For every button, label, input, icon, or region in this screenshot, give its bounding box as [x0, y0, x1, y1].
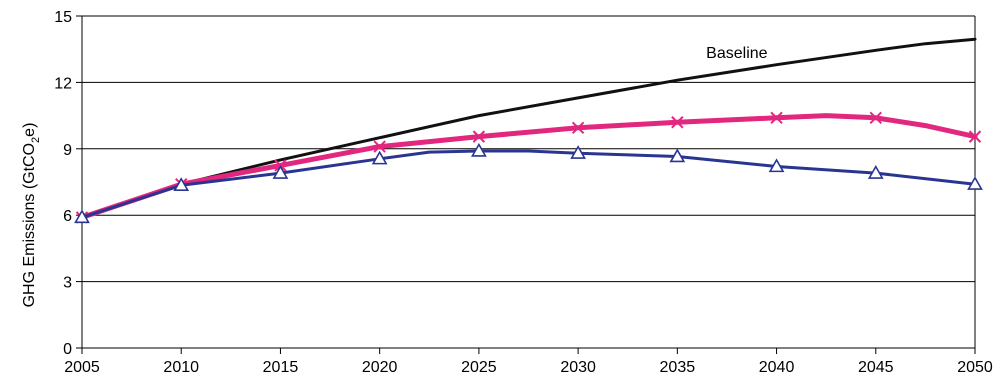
y-axis-title: GHG Emissions (GtCO2e): [21, 123, 42, 308]
x-tick-label: 2005: [64, 359, 100, 376]
y-axis-title-subscript: 2: [30, 137, 42, 143]
series-layer: [74, 37, 983, 224]
x-tick-label: 2010: [163, 359, 199, 376]
data-point-triangle-marker: [471, 142, 487, 157]
data-point-x-marker: [373, 140, 386, 153]
y-tick-label: 15: [54, 9, 72, 26]
series-1: [80, 37, 977, 219]
data-point-triangle-marker: [768, 158, 785, 173]
data-point-x-marker: [571, 121, 585, 134]
data-point-x-marker: [671, 116, 684, 129]
series-2: [75, 111, 982, 224]
y-tick-label: 6: [63, 208, 72, 225]
y-tick-label: 0: [63, 341, 72, 358]
data-point-triangle-marker: [570, 145, 586, 159]
gridlines: [76, 15, 976, 354]
series-3: [74, 142, 983, 224]
x-tick-label: 2020: [362, 359, 398, 376]
data-point-x-marker: [869, 111, 882, 125]
x-tick-label: 2040: [759, 359, 795, 376]
data-point-triangle-marker: [371, 150, 388, 165]
x-tick-label: 2015: [263, 359, 299, 376]
y-tick-label: 9: [63, 142, 72, 159]
series-line-3: [80, 149, 977, 219]
data-point-triangle-marker: [173, 177, 190, 191]
y-axis-tick-labels: 0 3 6 9 12 15: [54, 9, 72, 358]
x-tick-label: 2035: [660, 359, 696, 376]
data-point-triangle-marker: [272, 165, 289, 179]
y-tick-label: 12: [54, 75, 72, 92]
data-point-triangle-marker: [669, 148, 686, 163]
annotations: Baseline: [706, 45, 767, 62]
data-point-x-marker: [472, 130, 486, 143]
x-axis-tick-labels: 2005 2010 2015 2020 2025 2030 2035 2040 2045 2050: [64, 359, 993, 376]
data-point-triangle-marker: [867, 165, 884, 179]
data-point-triangle-marker: [74, 209, 90, 224]
data-point-triangle-marker: [967, 176, 983, 190]
y-tick-label: 3: [63, 275, 72, 292]
y-axis-title-end: e): [21, 123, 38, 137]
series-line-2: [79, 113, 978, 220]
data-point-x-marker: [968, 130, 982, 143]
data-point-x-marker: [770, 111, 783, 125]
x-tick-label: 2030: [560, 359, 596, 376]
y-axis-title-main: GHG Emissions (GtCO: [21, 143, 38, 307]
x-tick-label: 2045: [858, 359, 894, 376]
x-tick-label: 2050: [957, 359, 993, 376]
x-tick-label: 2025: [461, 359, 497, 376]
annotation-label: Baseline: [706, 45, 767, 62]
series-line-1: [80, 37, 977, 219]
